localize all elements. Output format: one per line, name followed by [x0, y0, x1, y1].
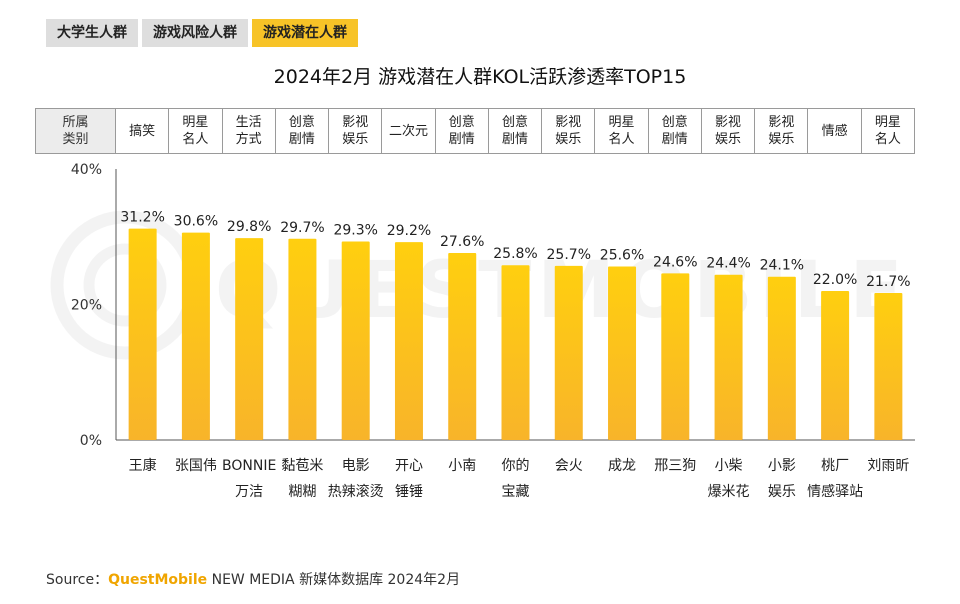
tab-bar: 大学生人群 游戏风险人群 游戏潜在人群: [46, 19, 358, 47]
category-cell: 创意 剧情: [647, 108, 702, 154]
x-category-label: 你的宝藏: [502, 458, 530, 500]
x-category-label: 电影热辣滚烫: [328, 458, 384, 500]
bar-chart: QUESTMOBILE 0%20%40% 31.2%王康30.6%张国伟29.8…: [50, 162, 915, 500]
bar-value-label: 22.0%: [813, 272, 857, 288]
category-cell: 创意 剧情: [487, 108, 543, 154]
bar-value-label: 27.6%: [440, 234, 484, 250]
bar: [501, 265, 530, 440]
category-cell: 明星 名人: [594, 108, 649, 154]
bar-value-label: 21.7%: [866, 274, 910, 290]
category-cell: 明星 名人: [860, 108, 916, 154]
bar-value-label: 24.1%: [760, 258, 804, 274]
category-cell: 影视 娱乐: [700, 108, 756, 154]
source-rest: NEW MEDIA 新媒体数据库 2024年2月: [207, 572, 461, 588]
bar: [288, 238, 317, 440]
tab-game-risk-group[interactable]: 游戏风险人群: [142, 19, 248, 47]
chart-title: 2024年2月 游戏潜在人群KOL活跃渗透率TOP15: [273, 66, 687, 88]
bar: [448, 253, 477, 440]
source-prefix: Source：: [46, 572, 109, 588]
x-category-label: 刘雨昕: [867, 458, 909, 474]
x-category-label: BONNIE 万洁: [222, 458, 276, 500]
bar: [554, 265, 583, 440]
bar-value-label: 29.2%: [387, 223, 431, 239]
category-cell: 影视 娱乐: [541, 108, 596, 154]
x-category-label: 会火: [555, 458, 583, 474]
x-category-label: 小影娱乐: [768, 458, 796, 500]
bar-value-label: 24.4%: [706, 256, 750, 272]
bar: [874, 292, 903, 440]
bar: [394, 242, 423, 440]
x-category-label: 王康: [129, 457, 157, 474]
y-tick-label: 40%: [71, 162, 102, 178]
bar: [767, 276, 796, 440]
category-cell: 搞笑: [114, 108, 170, 154]
category-cell: 二次元: [381, 108, 436, 154]
x-category-label: 邢三狗: [654, 458, 696, 474]
bar-value-label: 24.6%: [653, 254, 697, 270]
category-table: 所属 类别 搞笑 明星 名人 生活 方式 创意 剧情 影视 娱乐 二次元 创意 …: [35, 108, 916, 154]
bar-value-label: 29.8%: [227, 219, 271, 235]
x-category-label: 张国伟: [175, 458, 217, 474]
bar-value-label: 30.6%: [174, 214, 218, 230]
bar: [661, 273, 690, 440]
bar: [341, 241, 370, 440]
bar: [235, 238, 264, 440]
x-category-label: 小柴爆米花: [708, 458, 750, 500]
x-category-label: 小南: [448, 458, 476, 474]
bar: [181, 232, 210, 440]
bar: [821, 290, 850, 440]
y-tick-label: 20%: [71, 298, 102, 314]
bar: [128, 228, 157, 440]
x-category-label: 成龙: [608, 458, 636, 474]
bar-value-label: 29.3%: [333, 222, 377, 238]
bar: [714, 274, 743, 440]
bar: [608, 266, 637, 440]
y-tick-label: 0%: [80, 433, 102, 449]
x-category-label: 桃厂情感驿站: [807, 458, 863, 500]
bar-value-label: 29.7%: [280, 220, 324, 236]
bar-value-label: 31.2%: [120, 210, 164, 226]
bar-value-label: 25.6%: [600, 248, 644, 264]
bar-value-label: 25.7%: [547, 247, 591, 263]
category-cell: 影视 娱乐: [328, 108, 383, 154]
category-cell: 明星 名人: [168, 108, 223, 154]
category-cell: 生活 方式: [221, 108, 276, 154]
x-category-label: 黏苞米糊糊: [281, 457, 323, 500]
category-header: 所属 类别: [35, 108, 116, 154]
x-category-label: 开心锤锤: [395, 458, 423, 500]
bar-value-label: 25.8%: [493, 246, 537, 262]
source-note: Source：QuestMobile NEW MEDIA 新媒体数据库 2024…: [46, 569, 460, 589]
source-brand: QuestMobile: [108, 572, 208, 588]
category-cell: 创意 剧情: [274, 108, 330, 154]
tab-college-students[interactable]: 大学生人群: [46, 19, 138, 47]
category-cell: 创意 剧情: [434, 108, 489, 154]
category-cell: 影视 娱乐: [754, 108, 809, 154]
tab-game-potential-group[interactable]: 游戏潜在人群: [252, 19, 358, 47]
